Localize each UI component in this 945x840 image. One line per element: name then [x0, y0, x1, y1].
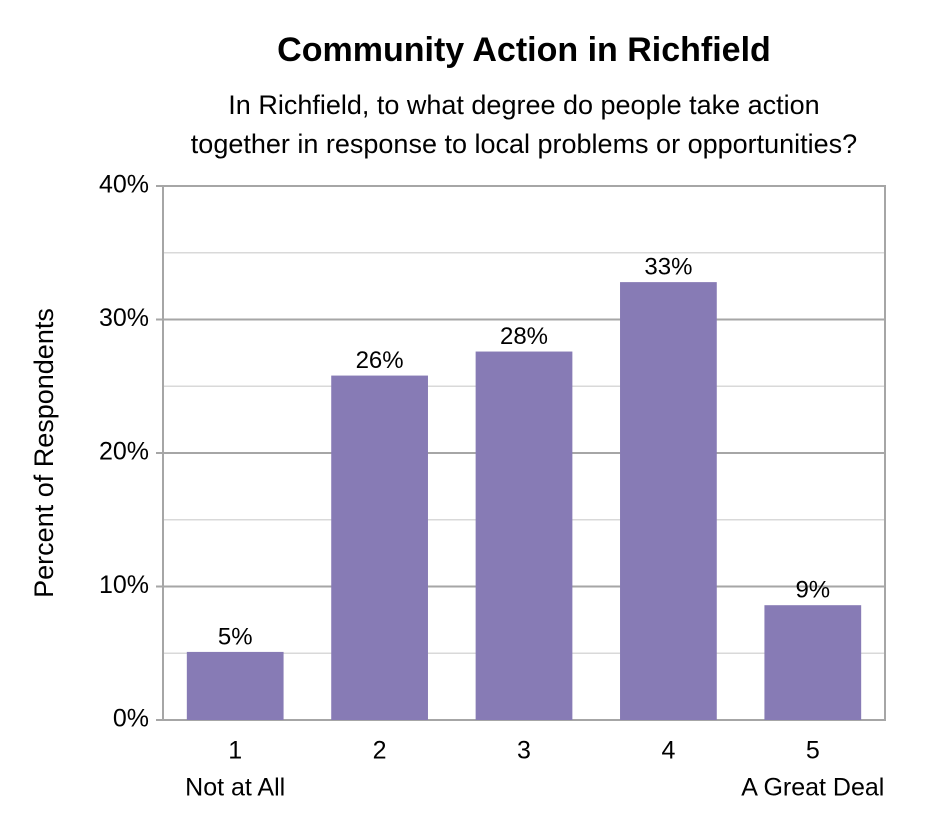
bar — [186, 651, 284, 720]
chart-subtitle: In Richfield, to what degree do people t… — [228, 90, 819, 120]
x-tick-label: 3 — [517, 737, 531, 765]
data-label: 5% — [218, 623, 253, 650]
y-tick-label: 10% — [99, 571, 149, 599]
data-label: 28% — [500, 323, 548, 350]
y-axis-label: Percent of Respondents — [29, 308, 59, 598]
y-tick-label: 40% — [99, 171, 149, 199]
data-label: 26% — [356, 347, 404, 374]
bar — [620, 282, 717, 720]
x-tick-label: 4 — [661, 737, 675, 765]
x-tick-label: 1 — [228, 737, 242, 765]
y-tick-label: 30% — [99, 304, 149, 332]
y-tick-label: 0% — [113, 705, 149, 733]
chart-subtitle: together in response to local problems o… — [191, 129, 857, 159]
y-tick-label: 20% — [99, 438, 149, 466]
data-label: 33% — [644, 253, 692, 280]
x-tick-label: 2 — [373, 737, 387, 765]
chart-title: Community Action in Richfield — [277, 31, 771, 69]
bar — [764, 605, 862, 720]
x-tick-label: 5 — [806, 737, 820, 765]
data-label: 9% — [795, 577, 830, 604]
bar — [475, 351, 573, 720]
x-tick-sublabel: Not at All — [185, 774, 285, 802]
bar — [331, 375, 428, 720]
x-tick-sublabel: A Great Deal — [741, 774, 884, 802]
